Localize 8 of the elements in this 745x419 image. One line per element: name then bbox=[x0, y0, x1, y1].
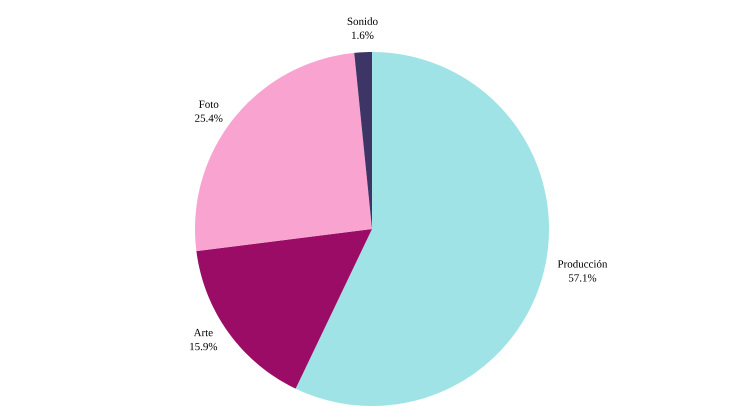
data-label: 15.9% bbox=[190, 342, 218, 350]
slice-label: Sonido bbox=[348, 17, 378, 26]
slice-label: Foto bbox=[199, 100, 218, 108]
slice-label: Arte bbox=[194, 328, 213, 336]
data-label: 57.1% bbox=[568, 274, 596, 282]
slice-label: Producción bbox=[558, 260, 608, 268]
data-label: 25.4% bbox=[195, 114, 223, 122]
data-label: 1.6% bbox=[352, 32, 374, 39]
